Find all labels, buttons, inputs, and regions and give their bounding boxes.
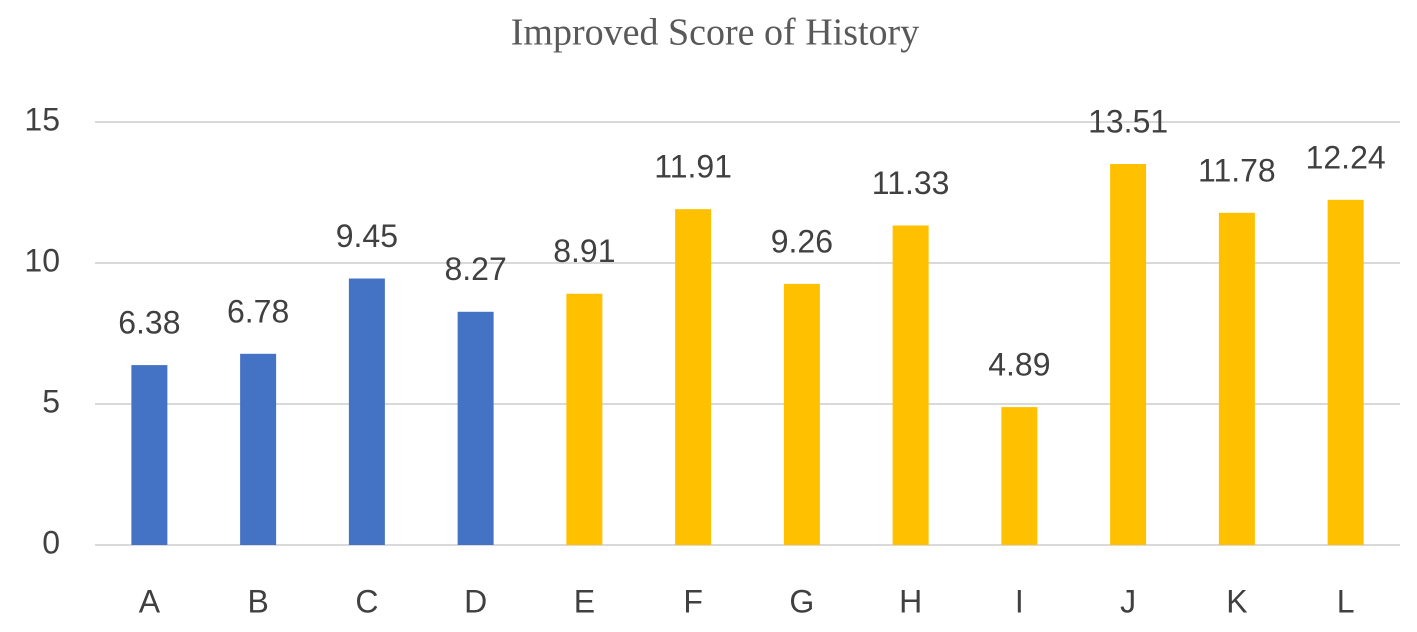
bar	[1110, 164, 1147, 545]
x-tick-label: A	[139, 583, 161, 619]
y-tick-label: 15	[24, 101, 60, 137]
bar	[1327, 199, 1364, 545]
bar	[1001, 407, 1038, 545]
bar	[240, 353, 277, 545]
data-label: 6.38	[118, 305, 180, 341]
bar	[892, 225, 929, 545]
data-label: 9.45	[336, 218, 398, 254]
x-tick-label: E	[574, 583, 595, 619]
x-tick-label: B	[247, 583, 268, 619]
y-tick-label: 10	[24, 242, 60, 278]
bar	[675, 209, 712, 545]
chart-title: Improved Score of History	[511, 12, 919, 54]
x-tick-label: L	[1337, 583, 1355, 619]
bar	[1218, 212, 1255, 545]
x-tick-label: I	[1015, 583, 1024, 619]
x-tick-label: J	[1120, 583, 1136, 619]
data-label: 6.78	[227, 293, 289, 329]
x-tick-label: K	[1226, 583, 1247, 619]
bar	[783, 283, 820, 545]
data-label: 11.33	[872, 165, 950, 201]
data-label: 8.27	[444, 251, 506, 287]
x-tick-label: C	[355, 583, 378, 619]
x-tick-label: D	[464, 583, 487, 619]
data-label: 8.91	[553, 233, 615, 269]
bar	[457, 311, 494, 545]
data-label: 11.78	[1198, 152, 1276, 188]
data-label: 11.91	[654, 149, 732, 185]
y-tick-label: 5	[42, 383, 60, 419]
data-label: 9.26	[771, 223, 833, 259]
data-label: 13.51	[1088, 103, 1168, 139]
x-tick-label: F	[683, 583, 703, 619]
data-label: 12.24	[1306, 139, 1386, 175]
y-tick-label: 0	[42, 524, 60, 560]
bar	[566, 293, 603, 545]
x-tick-label: H	[899, 583, 922, 619]
bar	[131, 365, 168, 545]
x-tick-label: G	[789, 583, 814, 619]
data-label: 4.89	[988, 347, 1050, 383]
bar	[348, 278, 385, 545]
